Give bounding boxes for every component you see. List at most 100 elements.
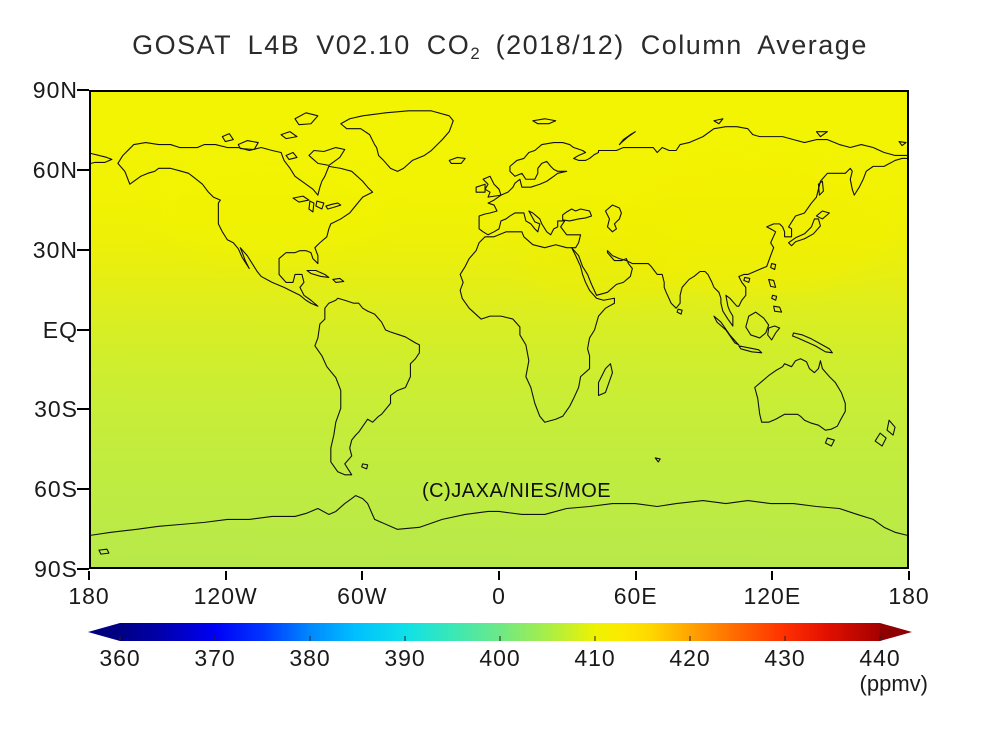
coastline (604, 204, 622, 233)
coastline (285, 151, 298, 160)
colorbar-ticks (119, 636, 881, 641)
world-map: (C)JAXA/NIES/MOE (89, 90, 909, 569)
lon-tick (498, 571, 500, 580)
coastline (475, 183, 486, 193)
coastline (654, 457, 661, 463)
lon-tick-label: 120W (193, 583, 258, 609)
lat-tick (77, 568, 89, 570)
coastline (237, 140, 259, 151)
coastline (117, 142, 374, 307)
coastline (482, 175, 502, 198)
coastline (91, 495, 907, 536)
coastline (886, 419, 896, 436)
colorbar-tick-label: 420 (669, 645, 711, 671)
coastline (767, 325, 781, 341)
coastline (325, 202, 342, 210)
colorbar-tick-label: 430 (764, 645, 806, 671)
coastline (332, 277, 345, 283)
coastline (676, 308, 683, 315)
coastline (815, 210, 830, 220)
figure-title: GOSAT L4B V02.10 CO2 (2018/12) Column Av… (0, 30, 1000, 64)
coastline (294, 112, 319, 126)
coastline (745, 311, 770, 339)
credit-text: (C)JAXA/NIES/MOE (422, 480, 612, 502)
lat-tick-label: 60N (32, 156, 78, 183)
coastline (91, 152, 113, 164)
lon-tick (361, 571, 364, 580)
colorbar-tick-label: 370 (194, 645, 236, 671)
lon-tick (771, 571, 774, 580)
colorbar (88, 623, 912, 641)
coastline (306, 269, 330, 278)
coastline (754, 358, 846, 431)
coastline (713, 315, 740, 346)
lon-tick-label: 60E (613, 583, 658, 609)
colorbar-unit: (ppmv) (859, 671, 928, 696)
lat-tick (77, 328, 89, 331)
lon-tick-label: 0 (492, 583, 506, 609)
lon-tick-label: 120E (743, 583, 802, 609)
coastline (280, 131, 298, 140)
coastline (532, 118, 557, 125)
lat-tick-label: 60S (34, 476, 78, 503)
coastline (459, 231, 615, 423)
colorbar-tick-label: 410 (574, 645, 616, 671)
coastline (340, 110, 454, 172)
coastline (314, 297, 420, 476)
coastline (770, 263, 777, 271)
coastline (738, 345, 763, 354)
coastline (448, 156, 466, 164)
lon-tick (88, 571, 90, 580)
lat-tick (77, 168, 89, 171)
title-text-2: (2018/12) Column Average (479, 30, 868, 60)
colorbar-tick-label: 400 (479, 645, 521, 671)
lat-tick (77, 408, 89, 411)
lat-tick (77, 248, 89, 251)
coastline (308, 146, 346, 166)
coastline (898, 141, 907, 147)
coastline (874, 432, 887, 447)
lat-tick (77, 488, 89, 491)
lon-tick (224, 571, 227, 580)
coastline (221, 133, 234, 143)
coastline (788, 218, 821, 247)
lon-tick-label: 180 (888, 583, 930, 609)
contour-shading (150, 151, 893, 304)
colorbar-tick-label: 360 (99, 645, 141, 671)
coastline (98, 548, 110, 555)
lat-tick-label: EQ (42, 316, 78, 343)
lon-tick-label: 180 (68, 583, 110, 609)
coastline (792, 332, 833, 354)
coastline (824, 437, 835, 447)
title-subscript: 2 (470, 44, 480, 63)
coastline (562, 208, 593, 222)
coastline-paths (91, 110, 907, 555)
coastline (597, 363, 613, 396)
coastline (292, 195, 310, 203)
coastline (771, 294, 778, 301)
coastlines-svg (91, 110, 907, 555)
colorbar-right-arrow (880, 623, 912, 641)
colorbar-tick-label: 440 (859, 645, 901, 671)
coastline (618, 131, 636, 146)
lon-tick-label: 60W (337, 583, 388, 609)
lat-tick-label: 30S (34, 396, 78, 423)
lon-tick (634, 571, 637, 580)
coastline (768, 278, 777, 288)
coastline (817, 180, 824, 196)
lat-tick-label: 90S (34, 556, 78, 582)
coastline (315, 200, 325, 210)
title-text: GOSAT L4B V02.10 CO (132, 30, 471, 60)
coastline (361, 463, 369, 470)
coastline (773, 305, 783, 313)
colorbar-tick-label: 380 (289, 645, 331, 671)
lat-tick (77, 89, 89, 91)
lat-tick-label: 30N (32, 236, 78, 263)
coastline (478, 126, 907, 327)
coastline (743, 276, 751, 283)
colorbar-tick-label: 390 (384, 645, 426, 671)
coastline (308, 200, 315, 213)
lon-tick (908, 571, 910, 580)
coastline (815, 131, 828, 138)
